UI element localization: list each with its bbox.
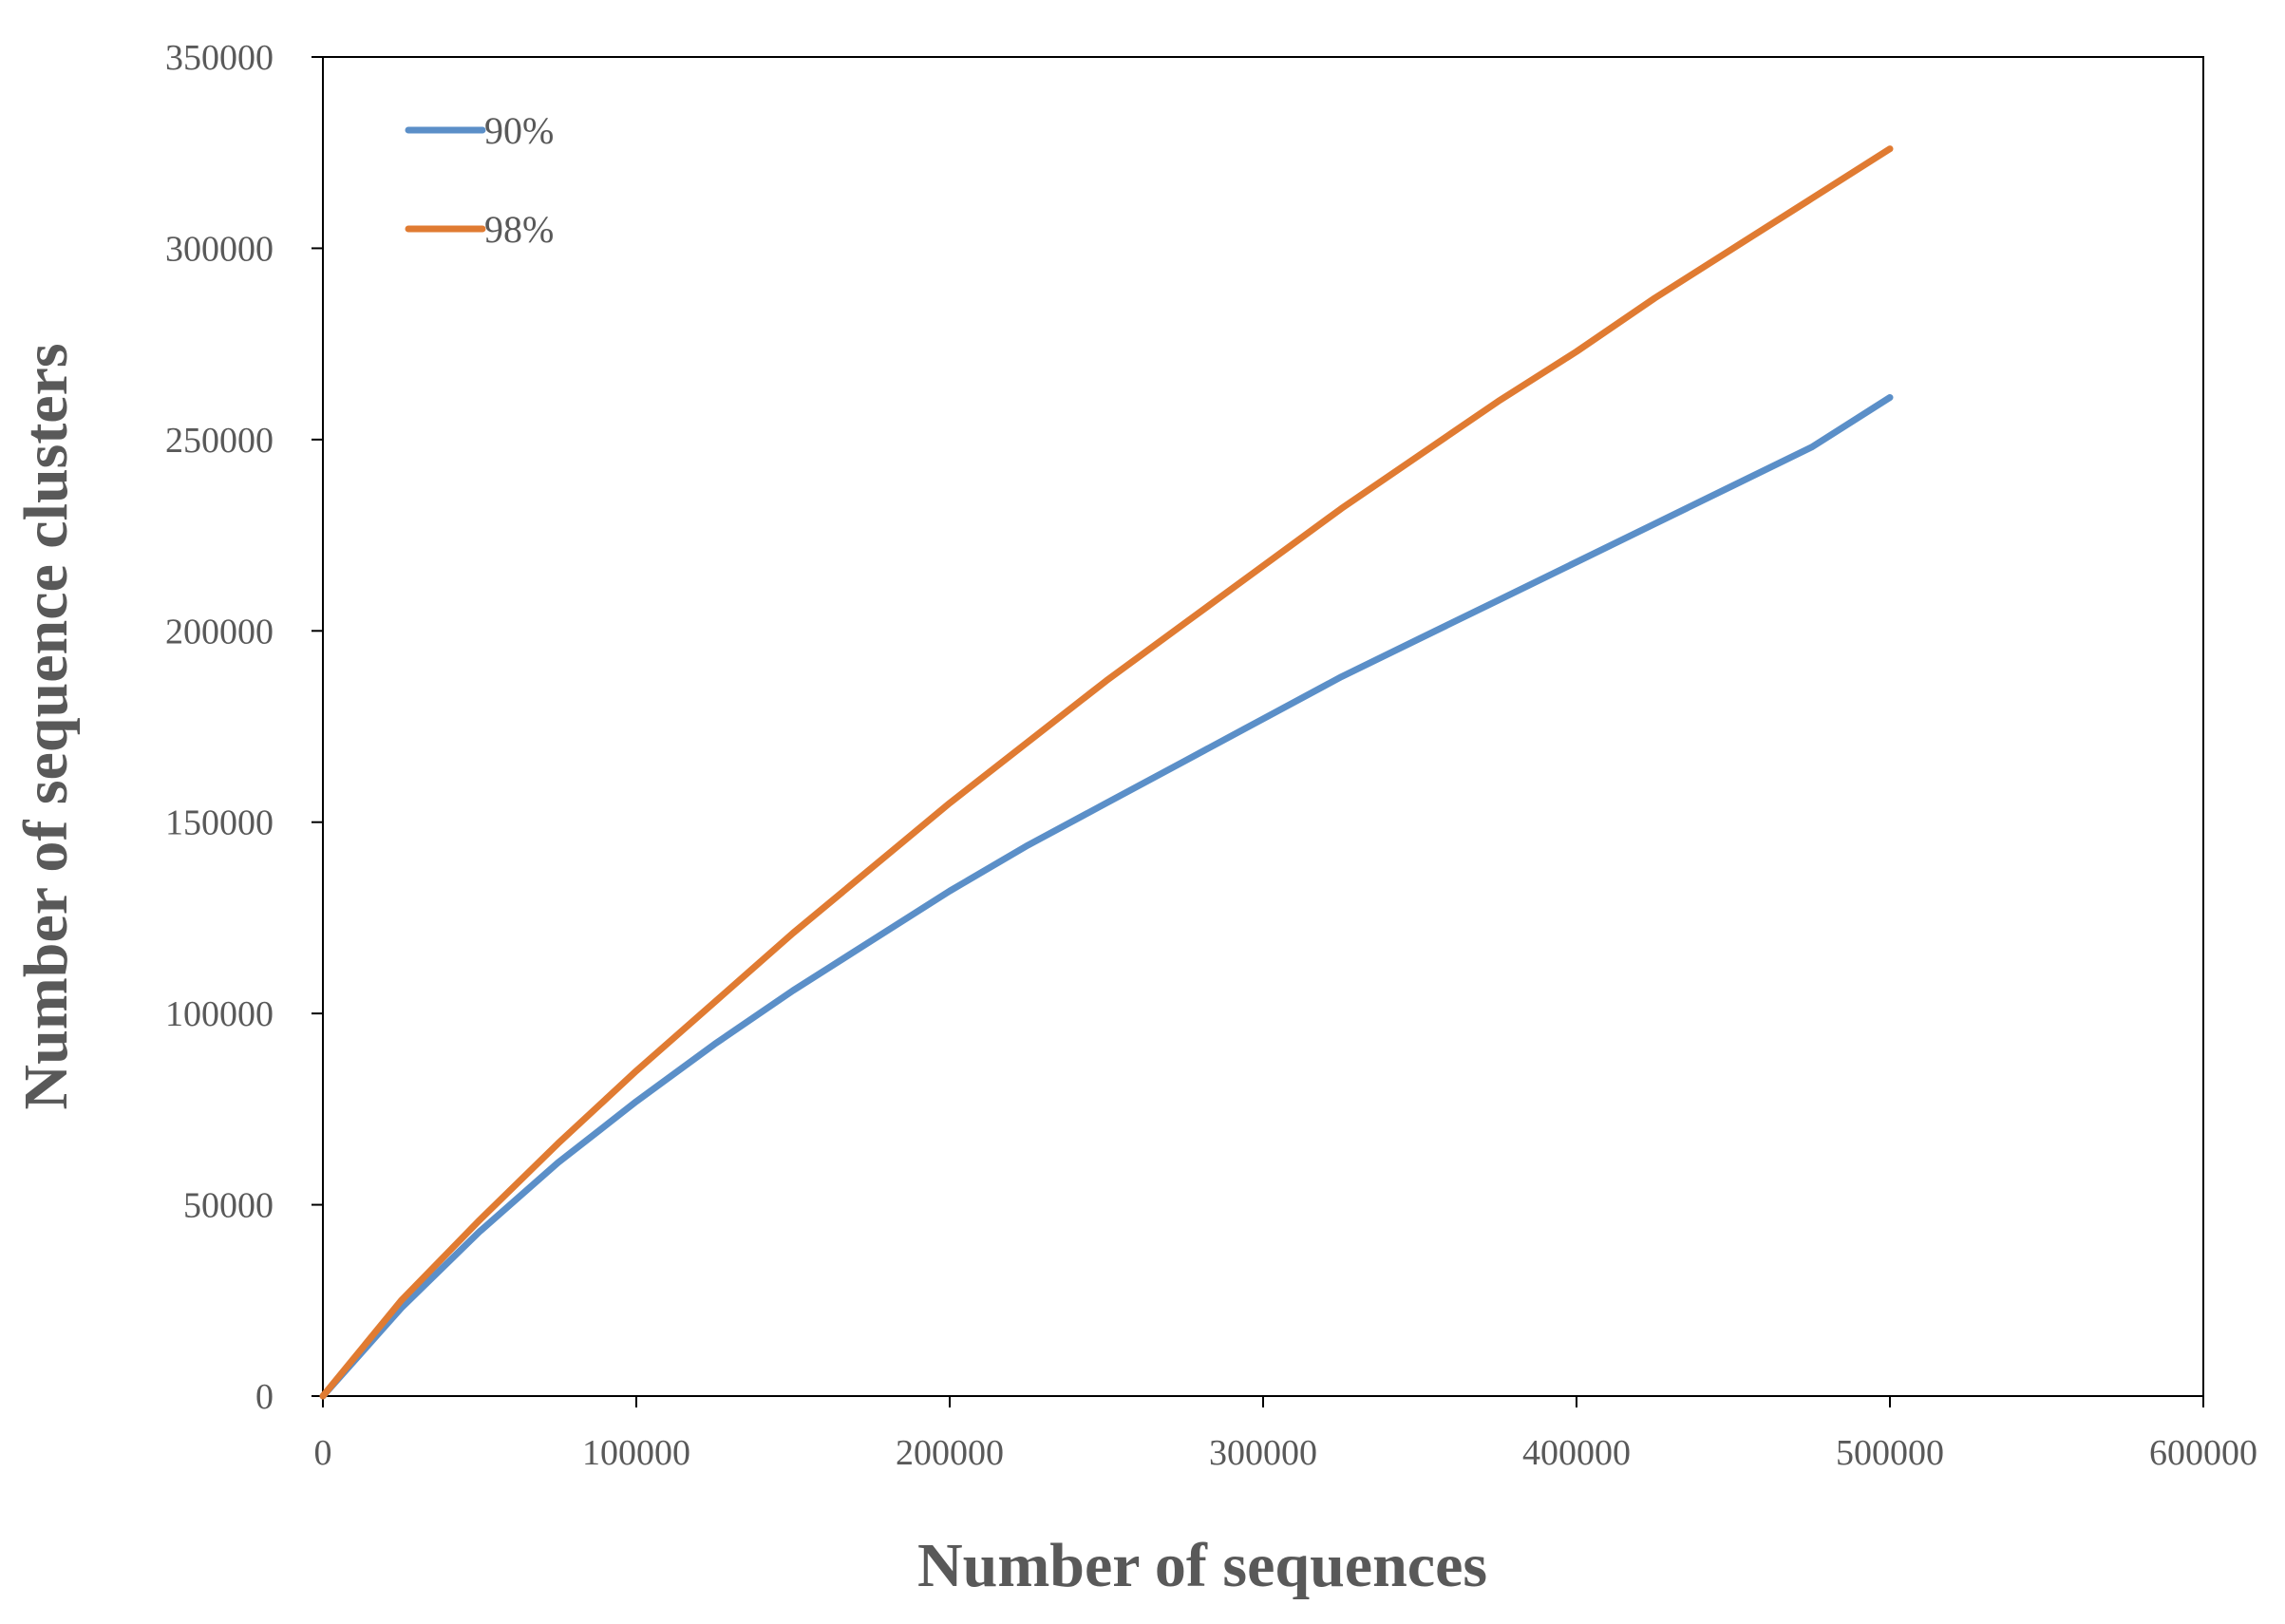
x-tick-label: 400000: [1522, 1433, 1631, 1473]
x-tick-label: 600000: [2149, 1433, 2257, 1473]
y-tick-label: 250000: [165, 421, 274, 461]
y-tick-label: 150000: [165, 803, 274, 843]
y-axis-title: Number of sequence clusters: [11, 343, 81, 1109]
series-layer: [319, 145, 1894, 1400]
x-tick-label: 500000: [1836, 1433, 1944, 1473]
x-axis-ticks: 0 100000 200000 300000 400000 500000 600000: [314, 1396, 2257, 1473]
y-tick-label: 50000: [183, 1186, 274, 1226]
series-line-ninety-eight-percent: [319, 145, 1894, 1400]
y-tick-label: 300000: [165, 229, 274, 269]
x-tick-label: 200000: [896, 1433, 1004, 1473]
plot-frame: [322, 56, 2204, 1397]
x-tick-label: 0: [314, 1433, 332, 1473]
y-axis-ticks: 0 50000 100000 150000 200000 250000 300000 3500…: [165, 38, 323, 1417]
x-tick-label: 300000: [1209, 1433, 1317, 1473]
x-axis-title: Number of sequences: [917, 1531, 1487, 1600]
y-tick-label: 350000: [165, 38, 274, 78]
y-tick-label: 100000: [165, 994, 274, 1034]
legend-label: 90%: [484, 109, 554, 152]
y-tick-label: 200000: [165, 612, 274, 651]
legend: 90% 98%: [405, 109, 554, 251]
y-tick-label: 0: [255, 1377, 274, 1417]
series-line-ninety-percent: [319, 394, 1894, 1400]
x-tick-label: 100000: [582, 1433, 690, 1473]
legend-label: 98%: [484, 208, 554, 251]
